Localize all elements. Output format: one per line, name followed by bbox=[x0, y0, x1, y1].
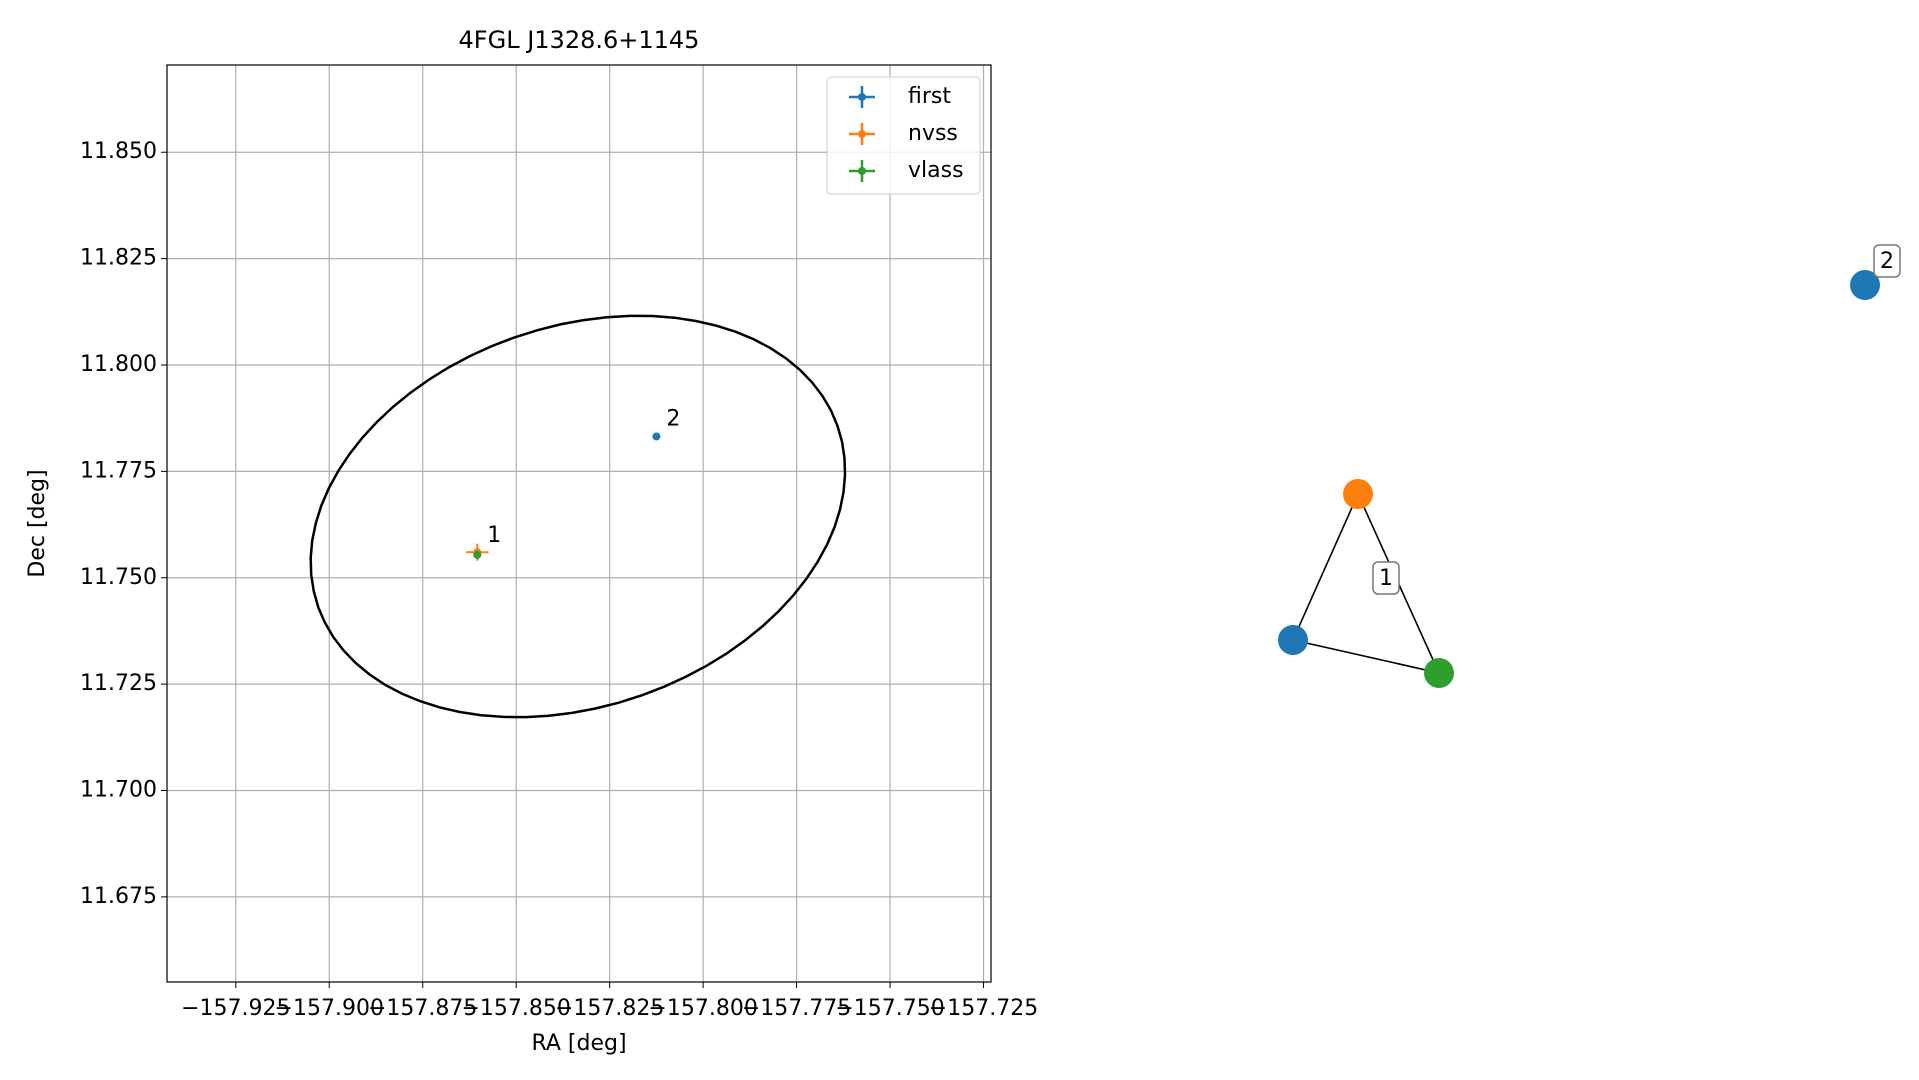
x-tick-label: −157.825 bbox=[555, 996, 664, 1021]
y-tick-label: 11.850 bbox=[80, 139, 157, 164]
data-point bbox=[473, 550, 482, 559]
x-tick-label: −157.775 bbox=[742, 996, 851, 1021]
node bbox=[1278, 625, 1308, 655]
group-label-box bbox=[1873, 244, 1901, 278]
data-point bbox=[652, 432, 661, 441]
y-tick-label: 11.700 bbox=[80, 778, 157, 803]
legend-label: first bbox=[908, 84, 951, 109]
x-tick-label: −157.875 bbox=[368, 996, 477, 1021]
x-tick-label: −157.925 bbox=[181, 996, 290, 1021]
x-tick-label: −157.750 bbox=[835, 996, 944, 1021]
legend-marker bbox=[858, 130, 866, 138]
x-tick-label: −157.800 bbox=[648, 996, 757, 1021]
group-label: 1 bbox=[1379, 566, 1393, 591]
edge bbox=[1292, 493, 1359, 641]
annotation: 1 bbox=[487, 523, 501, 548]
y-tick-label: 11.725 bbox=[80, 671, 157, 696]
legend-marker bbox=[858, 167, 866, 175]
y-tick-label: 11.675 bbox=[80, 884, 157, 909]
node bbox=[1850, 270, 1880, 300]
chart-title: 4FGL J1328.6+1145 bbox=[459, 26, 700, 54]
position-ellipse bbox=[309, 314, 847, 719]
x-tick-label: −157.850 bbox=[461, 996, 570, 1021]
group-label-box bbox=[1372, 561, 1400, 595]
legend-label: vlass bbox=[908, 158, 964, 183]
annotation: 2 bbox=[666, 406, 680, 431]
plot-frame bbox=[166, 64, 992, 983]
legend-box bbox=[826, 76, 981, 195]
edge bbox=[1292, 639, 1440, 674]
node bbox=[1424, 658, 1454, 688]
legend-marker bbox=[858, 93, 866, 101]
y-tick-label: 11.825 bbox=[80, 246, 157, 271]
x-tick-label: −157.900 bbox=[275, 996, 384, 1021]
y-tick-label: 11.775 bbox=[80, 458, 157, 483]
y-tick-label: 11.750 bbox=[80, 565, 157, 590]
node bbox=[1343, 479, 1373, 509]
x-axis-label: RA [deg] bbox=[531, 1031, 626, 1056]
y-axis-label: Dec [deg] bbox=[25, 469, 50, 577]
group-label: 2 bbox=[1880, 249, 1894, 274]
x-tick-label: −157.725 bbox=[929, 996, 1038, 1021]
y-tick-label: 11.800 bbox=[80, 352, 157, 377]
legend-label: nvss bbox=[908, 121, 958, 146]
